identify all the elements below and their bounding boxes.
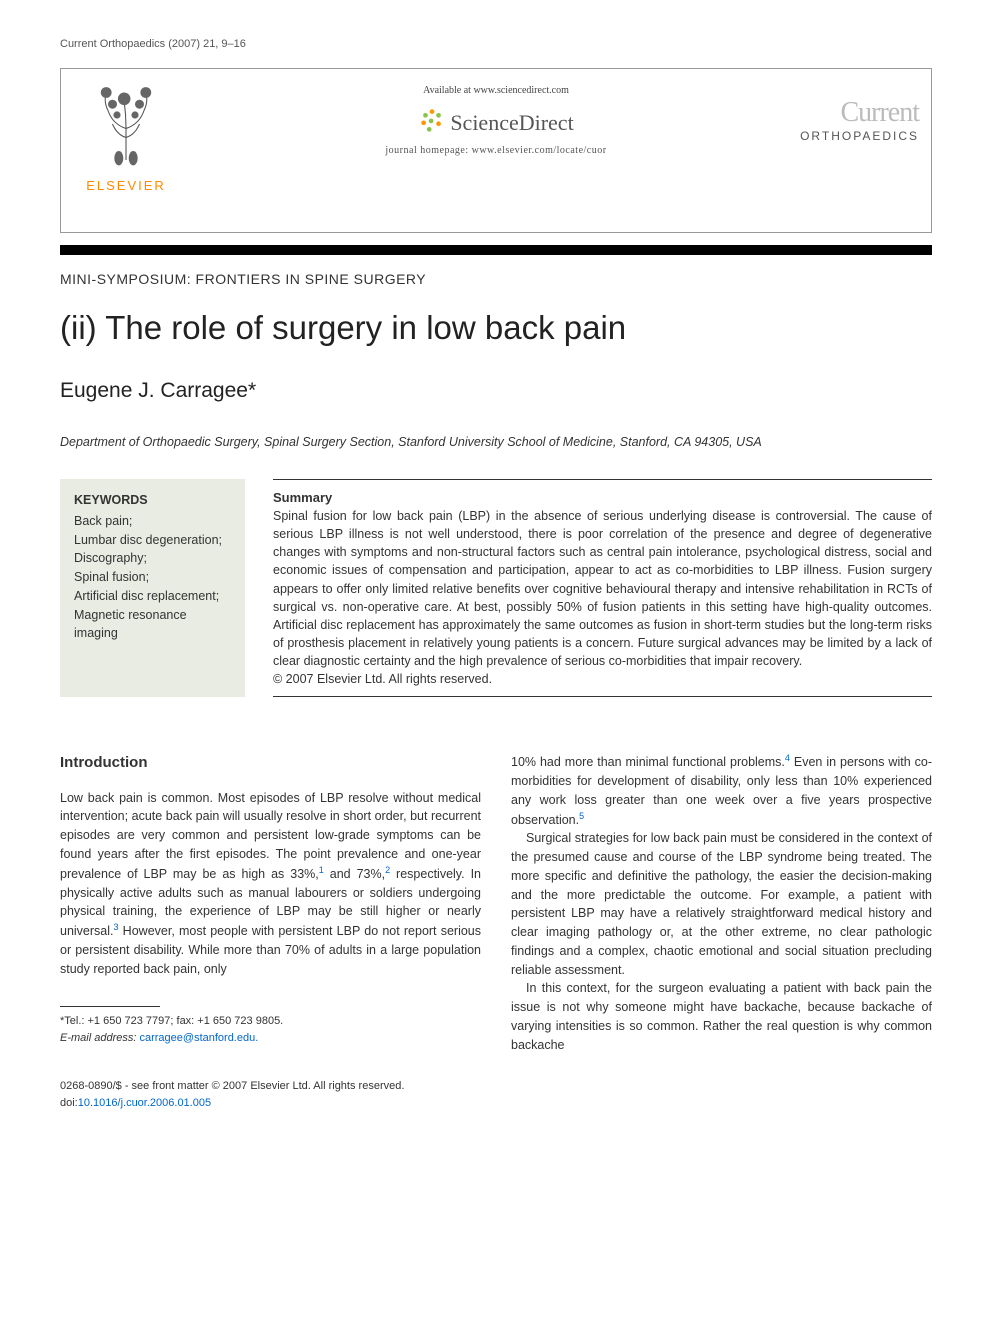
- author-name: Eugene J. Carragee*: [60, 379, 932, 403]
- summary-column: Summary Spinal fusion for low back pain …: [273, 479, 932, 697]
- elsevier-wordmark: ELSEVIER: [71, 178, 181, 193]
- keywords-heading: KEYWORDS: [74, 491, 231, 510]
- black-separator-bar: [60, 245, 932, 255]
- issn-line: 0268-0890/$ - see front matter © 2007 El…: [60, 1078, 932, 1095]
- footnote-rule: [60, 1006, 160, 1007]
- journal-header-box: ELSEVIER Available at www.sciencedirect.…: [60, 68, 932, 233]
- journal-name-line2: ORTHOPAEDICS: [800, 129, 919, 143]
- body-column-right: 10% had more than minimal functional pro…: [511, 752, 932, 1054]
- intro-paragraph-1: Low back pain is common. Most episodes o…: [60, 789, 481, 979]
- sciencedirect-icon: [418, 106, 446, 139]
- summary-heading: Summary: [273, 490, 932, 505]
- keyword-item: Back pain;: [74, 512, 231, 531]
- keyword-item: Magnetic resonance imaging: [74, 606, 231, 644]
- article-title: (ii) The role of surgery in low back pai…: [60, 309, 932, 347]
- footnote-email-line: E-mail address: carragee@stanford.edu.: [60, 1030, 481, 1047]
- keyword-item: Lumbar disc degeneration;: [74, 531, 231, 550]
- elsevier-logo: ELSEVIER: [71, 79, 181, 193]
- journal-name-line1: Current: [800, 97, 919, 129]
- keyword-item: Artificial disc replacement;: [74, 587, 231, 606]
- doi-line: doi:10.1016/j.cuor.2006.01.005: [60, 1095, 932, 1112]
- keyword-item: Spinal fusion;: [74, 568, 231, 587]
- available-at-text: Available at www.sciencedirect.com: [61, 85, 931, 96]
- body-column-left: Introduction Low back pain is common. Mo…: [60, 752, 481, 1054]
- journal-homepage-text: journal homepage: www.elsevier.com/locat…: [61, 145, 931, 156]
- journal-logo: Current ORTHOPAEDICS: [800, 97, 919, 143]
- footnote-email-link[interactable]: carragee@stanford.edu.: [139, 1032, 258, 1044]
- abstract-row: KEYWORDS Back pain; Lumbar disc degenera…: [60, 479, 932, 697]
- col2-paragraph-1: 10% had more than minimal functional pro…: [511, 752, 932, 829]
- sciencedirect-wordmark: ScienceDirect: [450, 110, 573, 136]
- doi-link[interactable]: 10.1016/j.cuor.2006.01.005: [78, 1097, 211, 1109]
- elsevier-tree-icon: [81, 79, 171, 169]
- bottom-matter: 0268-0890/$ - see front matter © 2007 El…: [60, 1078, 932, 1111]
- author-affiliation: Department of Orthopaedic Surgery, Spina…: [60, 435, 932, 449]
- introduction-heading: Introduction: [60, 752, 481, 775]
- running-head: Current Orthopaedics (2007) 21, 9–16: [60, 38, 932, 50]
- keywords-box: KEYWORDS Back pain; Lumbar disc degenera…: [60, 479, 245, 697]
- summary-text: Spinal fusion for low back pain (LBP) in…: [273, 507, 932, 670]
- summary-copyright: © 2007 Elsevier Ltd. All rights reserved…: [273, 672, 932, 686]
- corresponding-author-footnote: *Tel.: +1 650 723 7797; fax: +1 650 723 …: [60, 1013, 481, 1046]
- footnote-tel: *Tel.: +1 650 723 7797; fax: +1 650 723 …: [60, 1013, 481, 1030]
- col2-paragraph-2: Surgical strategies for low back pain mu…: [511, 829, 932, 979]
- ref-link-5[interactable]: 5: [579, 811, 584, 821]
- body-columns: Introduction Low back pain is common. Mo…: [60, 752, 932, 1054]
- keyword-item: Discography;: [74, 549, 231, 568]
- col2-paragraph-3: In this context, for the surgeon evaluat…: [511, 979, 932, 1054]
- symposium-label: MINI-SYMPOSIUM: FRONTIERS IN SPINE SURGE…: [60, 271, 932, 287]
